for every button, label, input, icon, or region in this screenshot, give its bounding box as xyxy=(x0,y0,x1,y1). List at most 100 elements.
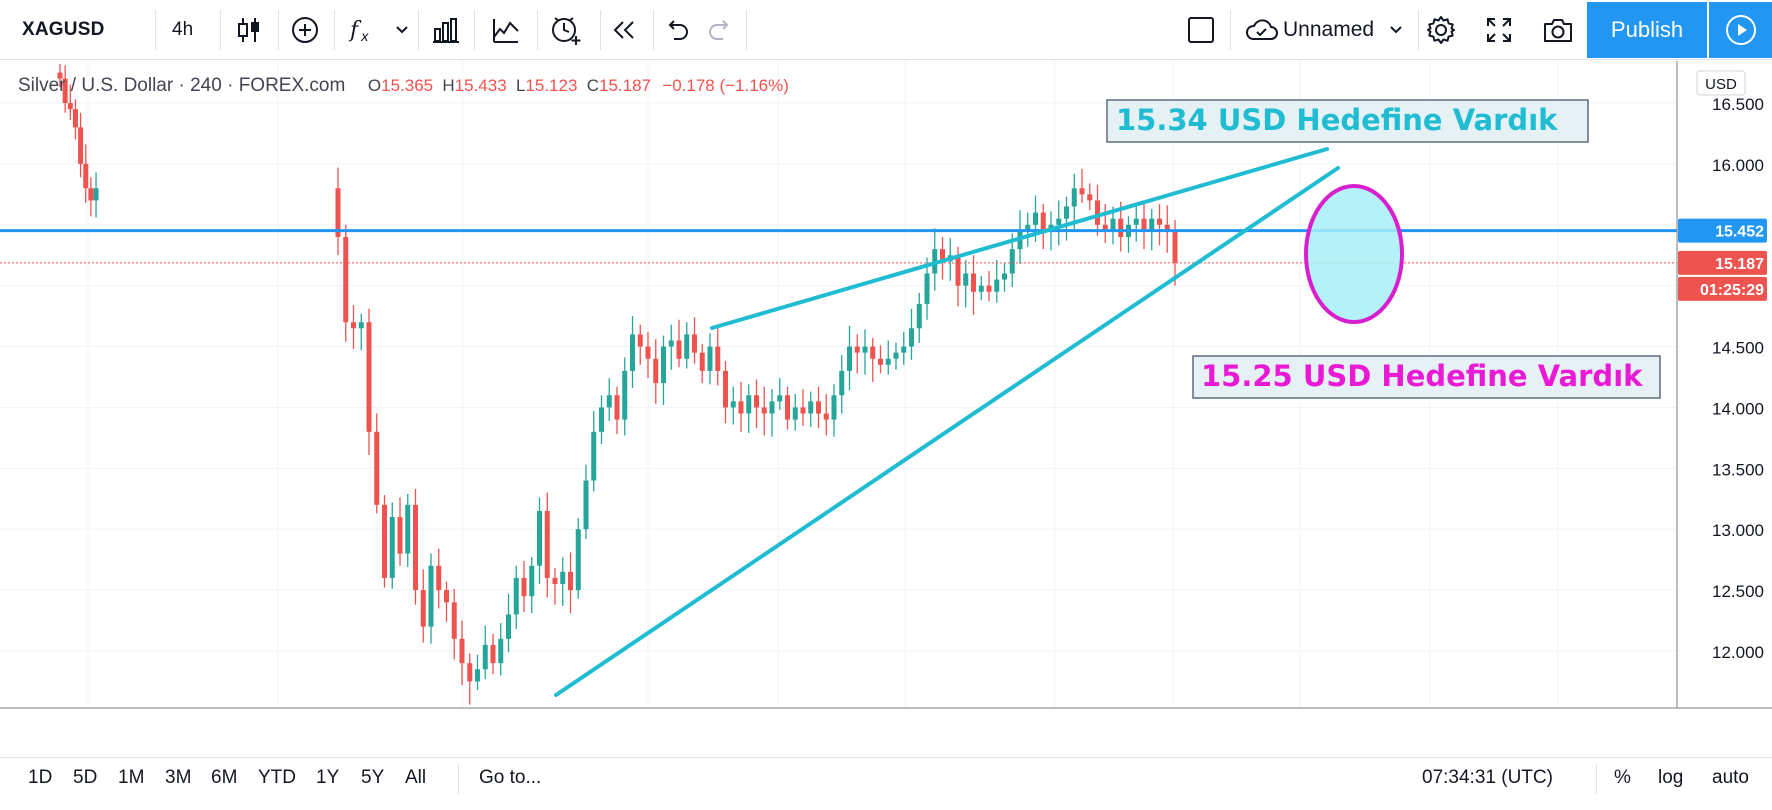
price-tick-label: 14.500 xyxy=(1712,339,1764,358)
symbol-search-button[interactable]: XAGUSD xyxy=(22,19,105,40)
legend-instrument: Silver / U.S. Dollar xyxy=(18,75,174,96)
bar-countdown-label: 01:25:29 xyxy=(1700,282,1764,299)
undo-icon[interactable] xyxy=(657,0,697,60)
candle-body xyxy=(552,577,558,585)
range-button-5d[interactable]: 5D xyxy=(73,767,98,788)
legend-close-value: 15.187 xyxy=(598,76,651,95)
currency-label: USD xyxy=(1705,76,1737,93)
templates-icon[interactable] xyxy=(485,0,527,60)
financials-bar-chart-icon[interactable] xyxy=(425,0,467,60)
candle-body xyxy=(792,407,798,420)
legend-timeframe: 240 xyxy=(190,75,222,96)
range-button-1m[interactable]: 1M xyxy=(118,767,145,788)
alert-clock-icon[interactable] xyxy=(544,0,588,60)
chart-area[interactable]: 15.34 USD Hedefine Vardık 15.25 USD Hedef… xyxy=(0,61,1772,711)
candle-body xyxy=(374,431,380,505)
auto-scale-toggle[interactable]: auto xyxy=(1712,767,1749,788)
toolbar-divider xyxy=(600,10,601,50)
goto-date-button[interactable]: Go to... xyxy=(479,767,542,788)
compare-add-icon[interactable] xyxy=(284,0,326,60)
candle-body xyxy=(397,517,403,554)
percent-scale-toggle[interactable]: % xyxy=(1614,767,1631,788)
replay-rewind-icon[interactable] xyxy=(603,0,645,60)
range-button-3m[interactable]: 3M xyxy=(165,767,192,788)
publish-button[interactable]: Publish xyxy=(1587,2,1707,58)
toolbar-divider xyxy=(474,10,475,50)
range-button-1d[interactable]: 1D xyxy=(28,767,53,788)
legend-open-value: 15.365 xyxy=(381,76,434,95)
range-button-1y[interactable]: 1Y xyxy=(316,767,340,788)
candle-body xyxy=(358,322,364,329)
candle-body xyxy=(413,504,418,591)
toolbar-divider xyxy=(155,10,156,50)
candle-body xyxy=(862,346,868,353)
candle-body xyxy=(405,504,411,554)
candle-body xyxy=(444,590,449,603)
candle-body xyxy=(62,78,68,103)
publish-play-icon[interactable] xyxy=(1709,2,1772,58)
fullscreen-square-icon[interactable] xyxy=(1180,0,1222,60)
log-scale-toggle[interactable]: log xyxy=(1658,767,1684,788)
chart-canvas[interactable]: 15.34 USD Hedefine Vardık 15.25 USD Hedef… xyxy=(0,61,1772,711)
candle-body xyxy=(506,614,511,639)
candle-body xyxy=(940,249,945,262)
candle-body xyxy=(676,340,682,359)
indicators-dropdown-chevron-icon[interactable] xyxy=(390,0,414,60)
legend-open-label: O xyxy=(367,76,382,95)
candle-body xyxy=(986,285,992,292)
trendline xyxy=(554,166,1340,697)
candle-body xyxy=(606,395,612,408)
candle-body xyxy=(668,340,674,347)
candle-body xyxy=(645,346,651,359)
drawings-layer: 15.34 USD Hedefine Vardık 15.25 USD Hedef… xyxy=(0,99,1677,697)
candle-body xyxy=(583,480,589,530)
candle-body xyxy=(761,407,767,414)
candle-body xyxy=(831,395,837,420)
candle-body xyxy=(575,529,581,591)
range-button-6m[interactable]: 6M xyxy=(211,767,238,788)
annotation-text-top: 15.34 USD Hedefine Vardık xyxy=(1116,103,1558,137)
candle-body xyxy=(591,431,597,481)
candle-body xyxy=(343,236,349,323)
candle-body xyxy=(599,407,604,432)
candle-type-icon[interactable] xyxy=(228,0,270,60)
candle-body xyxy=(847,346,852,371)
price-tick-label: 13.500 xyxy=(1712,460,1764,479)
range-button-5y[interactable]: 5Y xyxy=(361,767,385,788)
candle-body xyxy=(916,303,922,329)
candle-body xyxy=(1164,224,1170,231)
candle-body xyxy=(707,346,713,371)
candle-body xyxy=(428,565,434,627)
layout-name-button[interactable]: Unnamed xyxy=(1283,18,1375,41)
candle-body xyxy=(854,346,860,353)
candle-body xyxy=(1141,218,1147,231)
candle-body xyxy=(382,504,387,578)
svg-text:f: f xyxy=(348,18,362,43)
settings-gear-icon[interactable] xyxy=(1420,0,1462,60)
range-button-all[interactable]: All xyxy=(405,767,427,788)
candle-body xyxy=(1071,188,1077,207)
candle-body xyxy=(839,370,845,396)
interval-button[interactable]: 4h xyxy=(172,19,194,40)
legend-source: FOREX.com xyxy=(238,75,346,96)
candle-body xyxy=(963,273,969,286)
axes-layer: 16.50016.00015.50015.00014.50014.00013.5… xyxy=(0,61,1772,709)
candle-body xyxy=(800,407,806,414)
utc-clock[interactable]: 07:34:31 (UTC) xyxy=(1422,767,1553,788)
annotation-text-bottom: 15.25 USD Hedefine Vardık xyxy=(1201,359,1643,393)
candle-body xyxy=(730,401,736,408)
candle-body xyxy=(692,334,697,353)
layout-dropdown-chevron-icon[interactable] xyxy=(1383,0,1409,60)
candle-body xyxy=(893,352,899,359)
expand-fullscreen-icon[interactable] xyxy=(1478,0,1520,60)
cloud-save-icon[interactable] xyxy=(1240,0,1284,60)
legend-close-label: C xyxy=(586,76,599,95)
candle-body xyxy=(529,565,535,597)
snapshot-camera-icon[interactable] xyxy=(1536,0,1580,60)
redo-icon[interactable] xyxy=(700,0,740,60)
candle-body xyxy=(67,103,73,110)
toolbar-divider xyxy=(537,10,538,50)
range-button-ytd[interactable]: YTD xyxy=(258,767,296,788)
candle-body xyxy=(614,395,620,420)
